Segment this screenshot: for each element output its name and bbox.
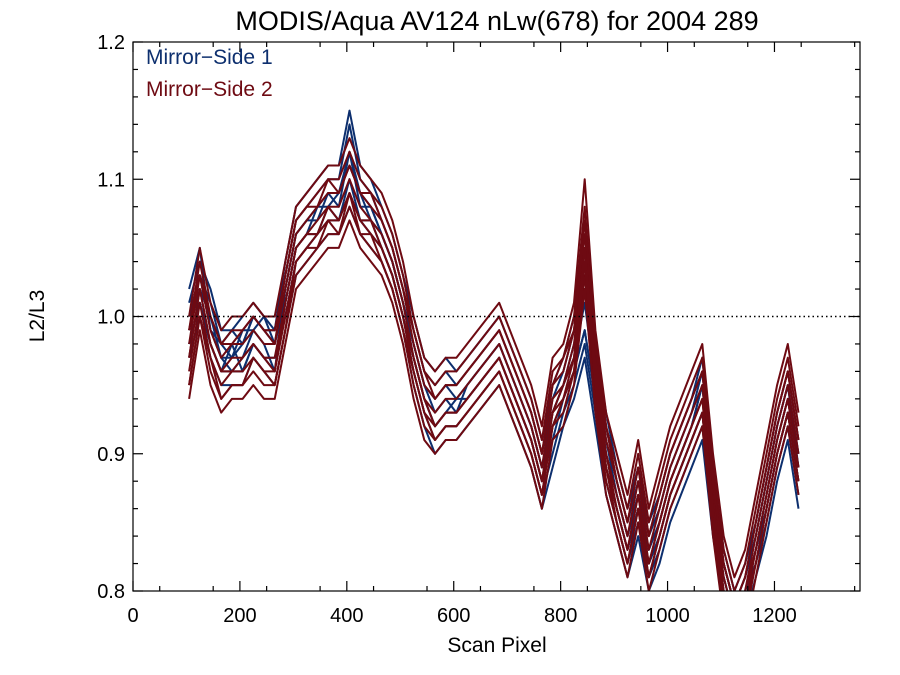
x-tick-label-2: 400 <box>330 605 363 627</box>
legend-entry-mirror-side-2: Mirror−Side 2 <box>146 78 273 101</box>
series-layer <box>188 109 800 591</box>
series-2-line-10 <box>188 164 800 591</box>
series-2-line-7 <box>188 137 800 579</box>
y-tick-label-1: 0.9 <box>97 444 125 466</box>
y-tick-label-3: 1.1 <box>97 169 125 191</box>
series-2-line-9 <box>188 192 800 591</box>
x-axis-label: Scan Pixel <box>447 634 546 657</box>
x-tick-label-5: 1000 <box>645 605 690 627</box>
y-tick-label-4: 1.2 <box>97 32 125 54</box>
x-tick-label-1: 200 <box>223 605 256 627</box>
y-axis-tick-labels: 0.8 0.9 1.0 1.1 1.2 <box>97 32 125 603</box>
x-axis-tick-labels: 0 200 400 600 800 1000 1200 <box>127 605 796 627</box>
x-tick-label-6: 1200 <box>752 605 797 627</box>
chart-title: MODIS/Aqua AV124 nLw(678) for 2004 289 <box>235 6 758 36</box>
y-tick-label-2: 1.0 <box>97 307 125 329</box>
x-tick-label-0: 0 <box>127 605 138 627</box>
x-tick-label-3: 600 <box>437 605 470 627</box>
y-axis-ticks <box>133 41 860 592</box>
y-tick-label-0: 0.8 <box>97 581 125 603</box>
legend: Mirror−Side 1 Mirror−Side 2 <box>146 46 273 101</box>
legend-entry-mirror-side-1: Mirror−Side 1 <box>146 46 273 69</box>
x-tick-label-4: 800 <box>544 605 577 627</box>
y-axis-label: L2/L3 <box>26 290 49 343</box>
plot-area <box>132 41 861 592</box>
x-axis-ticks <box>132 42 856 591</box>
series-2-line-8 <box>188 192 800 591</box>
